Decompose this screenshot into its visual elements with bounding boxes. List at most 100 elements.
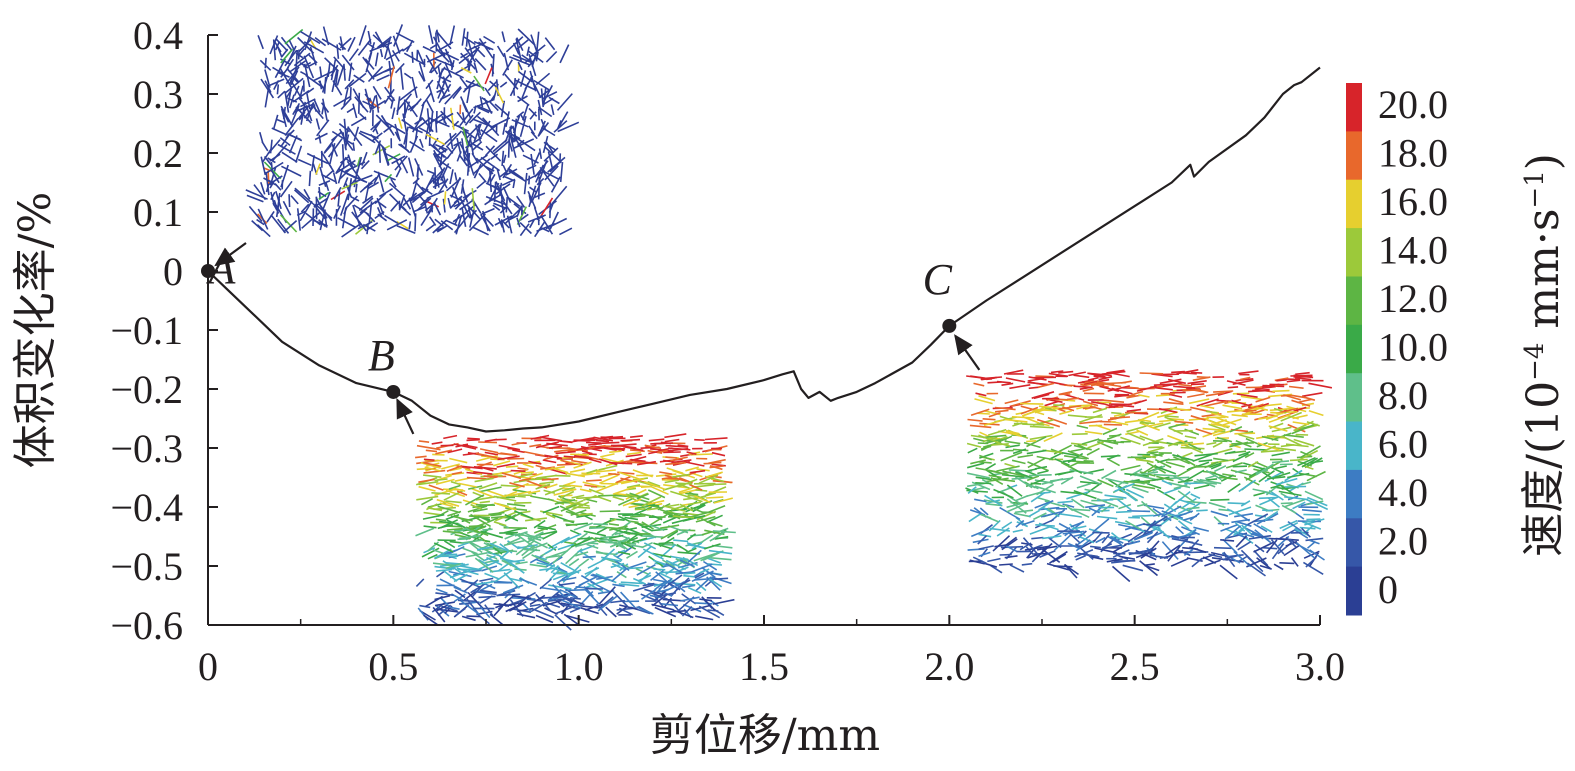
inset-vector (994, 406, 1016, 411)
inset-vector (708, 458, 726, 465)
inset-vector (690, 506, 706, 515)
inset-vector (432, 453, 445, 456)
inset-vector (1287, 472, 1310, 479)
inset-vector (559, 490, 575, 499)
inset-vector (1167, 434, 1185, 443)
inset-vector (642, 582, 655, 587)
inset-vector (1285, 536, 1297, 548)
inset-vector (1306, 421, 1320, 427)
inset-vector (1107, 415, 1126, 421)
inset-vector (587, 557, 609, 569)
inset-vector (531, 542, 548, 550)
inset-vector (506, 537, 521, 545)
inset-vector (280, 214, 298, 233)
inset-vector (403, 72, 412, 79)
y-tick-label: 0.3 (133, 72, 183, 117)
inset-vector (1140, 500, 1160, 518)
inset-vector (1253, 550, 1269, 567)
inset-vector (419, 138, 424, 148)
inset-vector (339, 36, 344, 51)
inset-vector (669, 555, 683, 560)
inset-vector (1152, 476, 1170, 482)
inset-vector (979, 454, 993, 461)
inset-vector (967, 447, 978, 454)
inset-vector (709, 465, 724, 469)
inset-vector (1262, 509, 1274, 512)
inset-vector (478, 595, 496, 599)
inset-vector (1036, 483, 1055, 496)
inset-vector (1168, 393, 1183, 398)
inset-vector (987, 557, 1001, 563)
inset-vector (437, 523, 453, 530)
inset-vector (1087, 376, 1099, 381)
inset-vector (477, 125, 482, 136)
inset-vector (599, 474, 619, 484)
inset-vector (1278, 490, 1302, 497)
inset-vector (649, 594, 662, 599)
y-axis-title: 体积变化率/% (10, 192, 61, 469)
inset-vector (321, 173, 337, 183)
inset-vector (1260, 449, 1284, 453)
inset-vector (436, 604, 449, 612)
inset-vector (434, 565, 455, 570)
inset-vector (453, 487, 466, 492)
inset-vector (1264, 510, 1279, 522)
inset-vector (616, 571, 627, 579)
inset-vector (269, 139, 273, 154)
inset-vector (662, 483, 684, 491)
y-tick-label: 0.1 (133, 190, 183, 235)
inset-vector (576, 512, 593, 517)
inset-vector (421, 497, 434, 506)
inset-vector (474, 557, 494, 573)
inset-vector (1183, 515, 1198, 521)
inset-vector (538, 595, 562, 600)
inset-vector (1106, 558, 1123, 563)
inset-vector (979, 461, 992, 464)
inset-vector (414, 128, 419, 142)
inset-vector (1146, 482, 1162, 490)
inset-vector (1299, 526, 1316, 530)
colorbar-segment (1346, 228, 1362, 277)
inset-vector (1300, 545, 1313, 554)
inset-vector (694, 495, 711, 504)
inset-vector (1187, 393, 1205, 398)
inset-vector (444, 85, 462, 105)
inset-vector (505, 197, 508, 213)
inset-vector (635, 485, 653, 488)
inset-vector (557, 121, 580, 133)
inset-vector (970, 375, 986, 379)
inset-vector (1243, 476, 1260, 486)
inset-vector (300, 203, 310, 213)
inset-vector (461, 207, 467, 227)
inset-vector (503, 539, 525, 547)
inset-vector (1083, 380, 1098, 386)
inset-vector (1224, 525, 1242, 540)
inset-vector (514, 531, 528, 537)
inset-vector (1212, 430, 1232, 437)
inset-vector (683, 571, 696, 575)
inset-vector (609, 525, 628, 531)
inset-vector (462, 126, 469, 148)
inset-vector (465, 137, 482, 149)
inset-vector (279, 180, 293, 198)
colorbar-tick-label: 16.0 (1378, 179, 1448, 224)
inset-vector (288, 39, 296, 51)
inset-vector (300, 70, 308, 77)
inset-vector (543, 489, 556, 494)
inset-vector (1012, 448, 1029, 452)
inset-vector (311, 155, 315, 172)
inset-vector (1208, 553, 1223, 559)
inset-vector (1232, 452, 1249, 463)
inset-vector (383, 88, 395, 105)
inset-vector (1306, 518, 1321, 521)
inset-vector (1178, 498, 1196, 506)
inset-vector (315, 118, 321, 130)
inset-vector (301, 211, 321, 229)
inset-vector (539, 578, 552, 590)
inset-vector (1181, 526, 1201, 536)
inset-vector (1258, 470, 1275, 483)
inset-vector (1275, 477, 1298, 486)
inset-vector (275, 37, 289, 52)
inset-vector (478, 38, 494, 59)
inset-vector (479, 96, 484, 108)
